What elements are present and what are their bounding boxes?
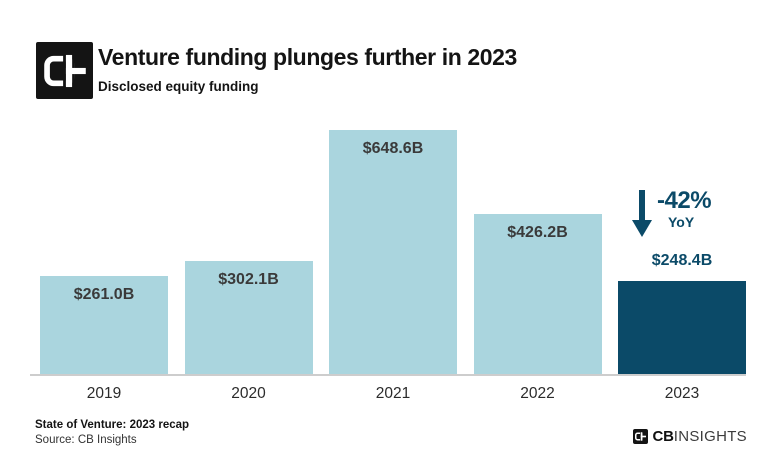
bar-column-2021: $648.6B	[329, 130, 457, 375]
x-axis-labels: 2019 2020 2021 2022 2023	[40, 385, 746, 403]
bar-value-label-2021: $648.6B	[362, 140, 424, 157]
bar-2022[interactable]: $426.2B	[473, 214, 602, 375]
bar-value-label-2022: $426.2B	[507, 224, 568, 241]
brand-insights-text: INSIGHTS	[673, 428, 747, 445]
x-axis-line	[30, 374, 746, 376]
x-axis-label-2020: 2020	[231, 385, 266, 402]
bar-2023[interactable]	[618, 281, 746, 375]
bar-value-label-2019: $261.0B	[73, 286, 135, 303]
cbinsights-logo-icon	[43, 53, 86, 88]
bar-2021[interactable]: $648.6B	[329, 130, 457, 375]
source-line: Source: CB Insights	[35, 434, 137, 446]
down-arrow-icon	[632, 190, 652, 237]
bar-column-2022: $426.2B	[473, 130, 602, 375]
yoy-period: YoY	[668, 214, 695, 231]
bar-2020[interactable]: $302.1B	[184, 261, 313, 375]
yoy-annotation: -42% YoY	[632, 187, 712, 237]
yoy-delta: -42%	[657, 187, 712, 214]
x-axis-label-2022: 2022	[520, 385, 555, 402]
x-axis-label-2021: 2021	[375, 385, 411, 402]
bar-2019[interactable]: $261.0B	[40, 276, 168, 375]
bar-value-label-2023: $248.4B	[651, 252, 713, 269]
brand-cb-text: CB	[652, 428, 674, 445]
x-axis-label-2023: 2023	[664, 385, 700, 402]
page-subtitle: Disclosed equity funding	[98, 79, 259, 94]
bar-chart: $261.0B $302.1B $648.6B $426.2B $248.4B	[40, 130, 746, 375]
x-axis-label-2019: 2019	[86, 385, 122, 402]
report-name: State of Venture: 2023 recap	[35, 419, 190, 431]
cbinsights-logo-icon	[635, 432, 647, 441]
bar-column-2019: $261.0B	[40, 130, 168, 375]
bar-column-2020: $302.1B	[184, 130, 313, 375]
cbinsights-logo-icon-small	[633, 429, 649, 444]
bar-value-label-2020: $302.1B	[218, 271, 279, 288]
footer-attribution: State of Venture: 2023 recap Source: CB …	[35, 419, 189, 446]
cbinsights-wordmark: CB INSIGHTS	[633, 428, 747, 445]
page-title: Venture funding plunges further in 2023	[98, 44, 517, 70]
cbinsights-logo-mark	[36, 42, 93, 99]
bar-column-2023: $248.4B	[618, 130, 746, 375]
